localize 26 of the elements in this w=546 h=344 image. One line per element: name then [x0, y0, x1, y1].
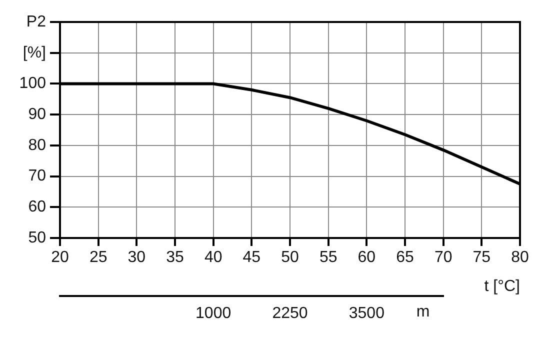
x-tick-label: 45 — [242, 249, 261, 266]
x-tick-label: 50 — [281, 249, 299, 266]
x-tick-label: 20 — [51, 249, 69, 266]
x-tick-label: 60 — [358, 249, 376, 266]
x-tick-label: 30 — [128, 249, 146, 266]
y-tick-label: 80 — [28, 136, 46, 154]
x-tick-label: 75 — [472, 249, 491, 266]
y-tick-label: 90 — [28, 106, 46, 123]
x-tick-label: 70 — [434, 249, 452, 266]
y-tick-label: 50 — [28, 229, 46, 246]
x2-tick-label: 2250 — [272, 305, 308, 322]
x-tick-label: 35 — [166, 249, 184, 266]
x-tick-label: 80 — [511, 249, 529, 266]
y-tick-label: 70 — [28, 168, 46, 185]
x-tick-label: 25 — [89, 249, 108, 266]
y-tick-label: 100 — [19, 75, 46, 92]
x-tick-label: 65 — [396, 249, 414, 266]
x2-tick-label: 3500 — [348, 305, 385, 322]
x-tick-label: 55 — [319, 249, 338, 266]
y-tick-label: [%] — [22, 44, 46, 62]
x2-axis-title: m — [416, 303, 430, 320]
x-tick-label: 40 — [204, 249, 222, 266]
y-tick-label: 60 — [28, 198, 46, 216]
y-tick-label: P2 — [26, 13, 46, 30]
x2-tick-label: 1000 — [196, 305, 232, 322]
x-axis-title: t [°C] — [484, 278, 520, 295]
